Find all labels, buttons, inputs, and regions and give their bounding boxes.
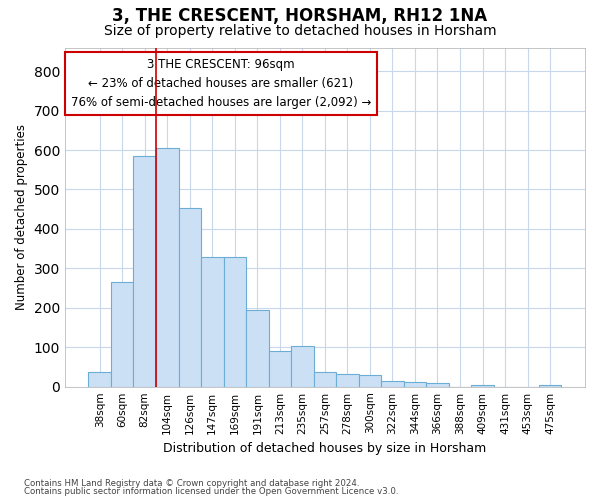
Text: Contains public sector information licensed under the Open Government Licence v3: Contains public sector information licen… bbox=[24, 487, 398, 496]
Bar bbox=[426, 382, 449, 386]
Bar bbox=[246, 310, 269, 386]
Bar bbox=[314, 372, 336, 386]
Text: 3 THE CRESCENT: 96sqm
← 23% of detached houses are smaller (621)
76% of semi-det: 3 THE CRESCENT: 96sqm ← 23% of detached … bbox=[71, 58, 371, 108]
Bar bbox=[359, 375, 381, 386]
Bar bbox=[539, 384, 562, 386]
Bar bbox=[224, 256, 246, 386]
Y-axis label: Number of detached properties: Number of detached properties bbox=[15, 124, 28, 310]
Bar bbox=[201, 256, 224, 386]
Bar bbox=[381, 381, 404, 386]
Text: Contains HM Land Registry data © Crown copyright and database right 2024.: Contains HM Land Registry data © Crown c… bbox=[24, 478, 359, 488]
Text: Size of property relative to detached houses in Horsham: Size of property relative to detached ho… bbox=[104, 24, 496, 38]
Text: 3, THE CRESCENT, HORSHAM, RH12 1NA: 3, THE CRESCENT, HORSHAM, RH12 1NA bbox=[112, 8, 488, 26]
Bar bbox=[269, 351, 291, 386]
Bar bbox=[404, 382, 426, 386]
Bar bbox=[336, 374, 359, 386]
Bar bbox=[88, 372, 111, 386]
X-axis label: Distribution of detached houses by size in Horsham: Distribution of detached houses by size … bbox=[163, 442, 487, 455]
Bar bbox=[156, 148, 179, 386]
Bar bbox=[133, 156, 156, 386]
Bar bbox=[291, 346, 314, 387]
Bar bbox=[471, 384, 494, 386]
Bar bbox=[179, 208, 201, 386]
Bar bbox=[111, 282, 133, 387]
